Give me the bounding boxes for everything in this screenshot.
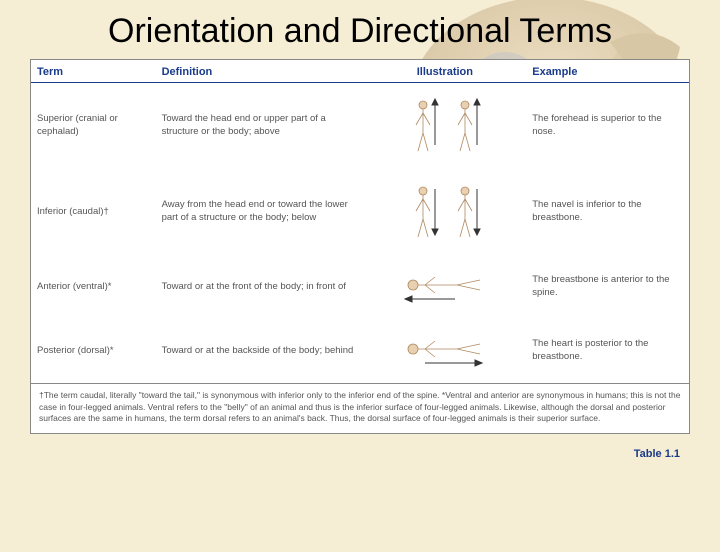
table-row: Superior (cranial or cephalad) Toward th… (31, 83, 689, 170)
cell-term: Anterior (ventral)* (31, 255, 156, 319)
table-footnote-row: †The term caudal, literally "toward the … (31, 384, 689, 433)
body-figure-anterior-icon (385, 267, 505, 307)
table-caption: Table 1.1 (0, 448, 680, 460)
cell-definition: Away from the head end or toward the low… (156, 169, 364, 255)
slide-title: Orientation and Directional Terms (40, 12, 680, 51)
body-figure-inferior-icon (385, 181, 505, 243)
cell-term: Inferior (caudal)† (31, 169, 156, 255)
cell-term: Posterior (dorsal)* (31, 319, 156, 384)
cell-illustration (364, 169, 527, 255)
col-header-example: Example (526, 60, 689, 83)
cell-example: The navel is inferior to the breastbone. (526, 169, 689, 255)
cell-definition: Toward or at the backside of the body; b… (156, 319, 364, 384)
table-footnote: †The term caudal, literally "toward the … (31, 384, 689, 433)
cell-illustration (364, 255, 527, 319)
table-row: Posterior (dorsal)* Toward or at the bac… (31, 319, 689, 384)
table-row: Inferior (caudal)† Away from the head en… (31, 169, 689, 255)
cell-example: The forehead is superior to the nose. (526, 83, 689, 170)
cell-term: Superior (cranial or cephalad) (31, 83, 156, 170)
col-header-illustration: Illustration (364, 60, 527, 83)
cell-illustration (364, 319, 527, 384)
cell-definition: Toward the head end or upper part of a s… (156, 83, 364, 170)
col-header-term: Term (31, 60, 156, 83)
table-row: Anterior (ventral)* Toward or at the fro… (31, 255, 689, 319)
cell-example: The breastbone is anterior to the spine. (526, 255, 689, 319)
cell-definition: Toward or at the front of the body; in f… (156, 255, 364, 319)
cell-example: The heart is posterior to the breastbone… (526, 319, 689, 384)
body-figure-superior-icon (385, 95, 505, 157)
table-header-row: Term Definition Illustration Example (31, 60, 689, 83)
directional-terms-table: Term Definition Illustration Example Sup… (30, 59, 690, 433)
body-figure-posterior-icon (385, 331, 505, 371)
cell-illustration (364, 83, 527, 170)
col-header-definition: Definition (156, 60, 364, 83)
